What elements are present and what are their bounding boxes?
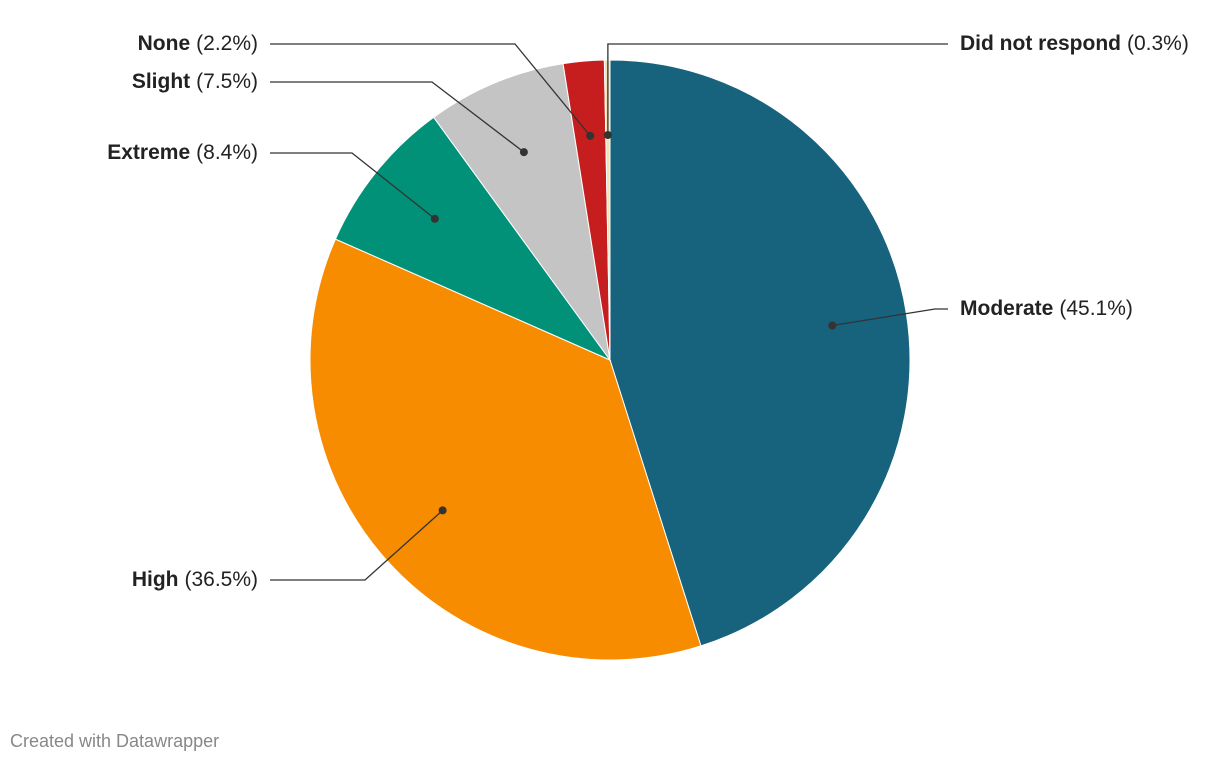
slice-label: Moderate (45.1%) bbox=[960, 297, 1133, 320]
leader-line bbox=[270, 152, 436, 220]
leader-dot bbox=[586, 131, 595, 140]
slice-name: Extreme bbox=[107, 141, 190, 164]
leader-dot bbox=[603, 131, 612, 140]
slice-label: Slight (7.5%) bbox=[132, 70, 258, 93]
credit: Created with Datawrapper bbox=[10, 731, 219, 751]
leader-line bbox=[607, 43, 948, 136]
leader-dot bbox=[828, 321, 837, 330]
slice-value: (0.3%) bbox=[1127, 32, 1189, 55]
leader-line bbox=[832, 308, 948, 327]
slice-label: High (36.5%) bbox=[132, 568, 258, 591]
pie-slice bbox=[432, 63, 611, 361]
slice-value: (8.4%) bbox=[196, 141, 258, 164]
slice-value: (36.5%) bbox=[184, 568, 258, 591]
leader-dot bbox=[519, 148, 528, 157]
slice-name: Slight bbox=[132, 70, 190, 93]
slice-label: None (2.2%) bbox=[138, 32, 258, 55]
slice-label: Extreme (8.4%) bbox=[107, 141, 258, 164]
leader-line bbox=[270, 81, 525, 153]
slice-name: None bbox=[138, 32, 191, 55]
slice-value: (2.2%) bbox=[196, 32, 258, 55]
leader-line bbox=[270, 509, 444, 581]
slice-name: High bbox=[132, 568, 179, 591]
slice-value: (45.1%) bbox=[1059, 297, 1133, 320]
slice-name: Did not respond bbox=[960, 32, 1121, 55]
slice-name: Moderate bbox=[960, 297, 1053, 320]
leader-dot bbox=[438, 506, 447, 515]
leader-dot bbox=[430, 214, 439, 223]
slice-value: (7.5%) bbox=[196, 70, 258, 93]
slice-label: Did not respond (0.3%) bbox=[960, 32, 1189, 55]
leader-line bbox=[270, 43, 591, 137]
